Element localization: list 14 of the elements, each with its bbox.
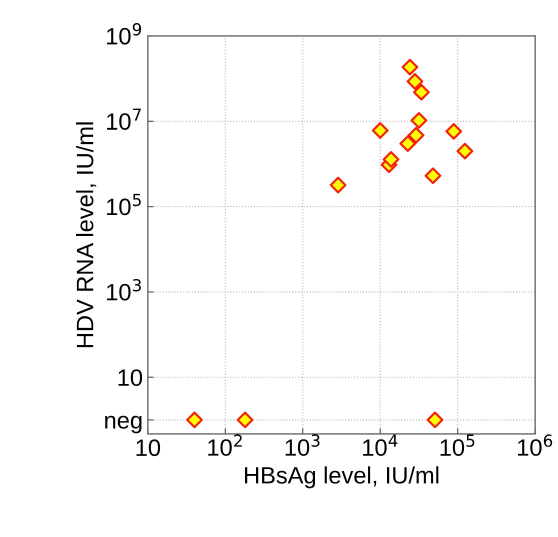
y-tick-label: neg	[105, 416, 142, 434]
x-tick-label: 10	[136, 439, 160, 456]
y-tick-label: 10	[118, 369, 142, 386]
x-tick-label: 10$^{4}$	[363, 434, 398, 456]
x-tick-label: 10$^{6}$	[518, 434, 552, 456]
x-axis-title: HBsAg level, IU/ml	[245, 466, 438, 488]
x-tick-label: 10$^{5}$	[440, 434, 474, 456]
y-tick-label: 10$^{7}$	[107, 108, 141, 130]
y-axis-title: HDV RNA level, IU/ml	[76, 122, 96, 348]
x-tick-label: 10$^{3}$	[286, 434, 320, 456]
y-tick-label: 10$^{9}$	[107, 23, 142, 45]
x-tick-label: 10$^{2}$	[208, 434, 242, 456]
y-tick-label: 10$^{3}$	[107, 279, 141, 301]
y-tick-label: 10$^{5}$	[107, 194, 141, 216]
